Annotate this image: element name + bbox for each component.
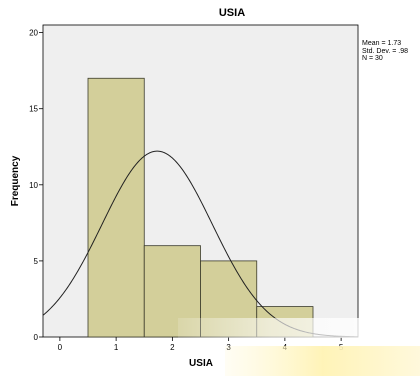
- mean-stat: Mean = 1.73: [362, 40, 402, 47]
- n-stat: N = 30: [362, 55, 383, 62]
- statistics-box: Mean = 1.73 Std. Dev. = .98 N = 30: [362, 40, 408, 63]
- x-tick-label: 0: [58, 343, 63, 352]
- std-dev-stat: Std. Dev. = .98: [362, 47, 408, 55]
- x-tick-label: 2: [170, 343, 175, 352]
- y-tick-label: 15: [29, 105, 38, 114]
- chart-title: USIA: [219, 7, 245, 19]
- y-tick-label: 20: [29, 29, 38, 38]
- screen-glare-yellow: [225, 346, 420, 376]
- x-tick-label: 1: [114, 343, 119, 352]
- histogram-bar-1: [87, 77, 145, 338]
- screen-glare: [178, 318, 362, 338]
- y-axis-label: Frequency: [10, 155, 21, 206]
- y-tick-label: 0: [34, 333, 39, 342]
- y-tick-label: 5: [34, 257, 39, 266]
- x-axis-label: USIA: [189, 358, 213, 369]
- y-tick-label: 10: [29, 181, 38, 190]
